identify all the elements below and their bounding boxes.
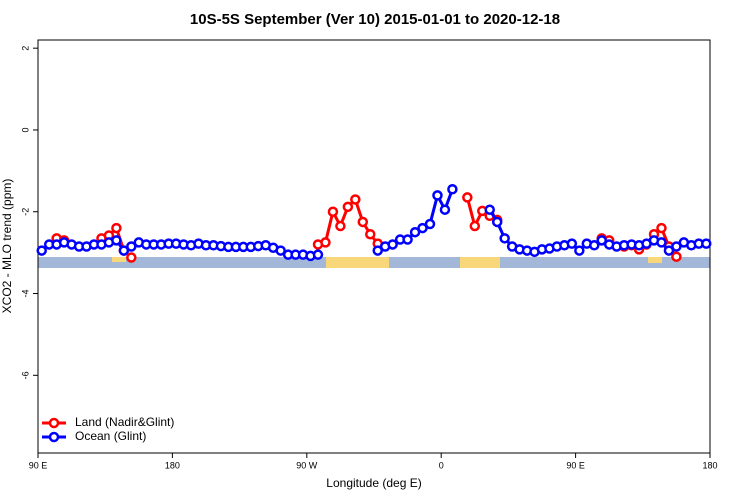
series-point xyxy=(357,216,369,228)
legend-label: Ocean (Glint) xyxy=(75,429,146,443)
series-point xyxy=(417,222,428,234)
series-point xyxy=(671,241,682,252)
series-point xyxy=(499,233,510,244)
x-tick-label: 180 xyxy=(165,460,180,470)
series-point xyxy=(432,190,443,201)
series-point xyxy=(596,235,607,246)
series-point xyxy=(126,252,137,263)
series-point xyxy=(462,192,473,203)
series-point xyxy=(447,184,458,195)
x-tick-label: 90 W xyxy=(296,460,318,470)
series-point xyxy=(656,222,667,234)
series-point xyxy=(365,228,376,240)
series-point xyxy=(327,206,339,217)
x-tick-label: 90 E xyxy=(29,460,48,470)
series-point xyxy=(342,201,354,213)
y-tick-label: -6 xyxy=(20,371,30,379)
series-point xyxy=(701,238,712,249)
series-point xyxy=(372,245,383,256)
series-point xyxy=(111,222,122,234)
series-point xyxy=(484,204,495,215)
x-tick-label: 0 xyxy=(439,460,444,470)
series-point xyxy=(469,220,481,232)
legend-swatch xyxy=(48,431,60,443)
series-point xyxy=(402,234,413,245)
y-tick-label: -4 xyxy=(20,290,30,298)
x-tick-label: 90 E xyxy=(566,460,585,470)
series-point xyxy=(275,245,286,256)
x-axis-label: Longitude (deg E) xyxy=(326,476,421,490)
series-point xyxy=(439,204,451,215)
x-tick-label: 180 xyxy=(702,460,717,470)
series-point xyxy=(671,251,682,262)
y-tick-label: 0 xyxy=(20,127,30,132)
y-tick-label: 2 xyxy=(20,46,30,51)
series-point xyxy=(320,237,331,248)
series-point xyxy=(350,194,361,205)
series-point xyxy=(126,241,137,252)
y-axis-label: XCO2 - MLO trend (ppm) xyxy=(0,179,14,314)
series-point xyxy=(424,218,436,230)
series-point xyxy=(663,245,675,256)
series-point xyxy=(387,239,398,250)
series-point xyxy=(409,226,421,238)
legend-label: Land (Nadir&Glint) xyxy=(75,415,174,429)
series-point xyxy=(36,245,47,256)
series-point xyxy=(566,238,578,249)
series-point xyxy=(118,245,130,256)
series-point xyxy=(111,235,122,246)
land-ocean-strip xyxy=(38,257,710,268)
series-point xyxy=(589,240,600,251)
series-point xyxy=(491,216,503,228)
y-tick-label: -2 xyxy=(20,208,30,216)
series-point xyxy=(656,237,667,248)
series-point xyxy=(335,220,346,232)
series-point xyxy=(312,249,324,260)
legend-swatch xyxy=(48,417,60,429)
chart-title: 10S-5S September (Ver 10) 2015-01-01 to … xyxy=(190,11,560,28)
series-point xyxy=(574,245,585,256)
